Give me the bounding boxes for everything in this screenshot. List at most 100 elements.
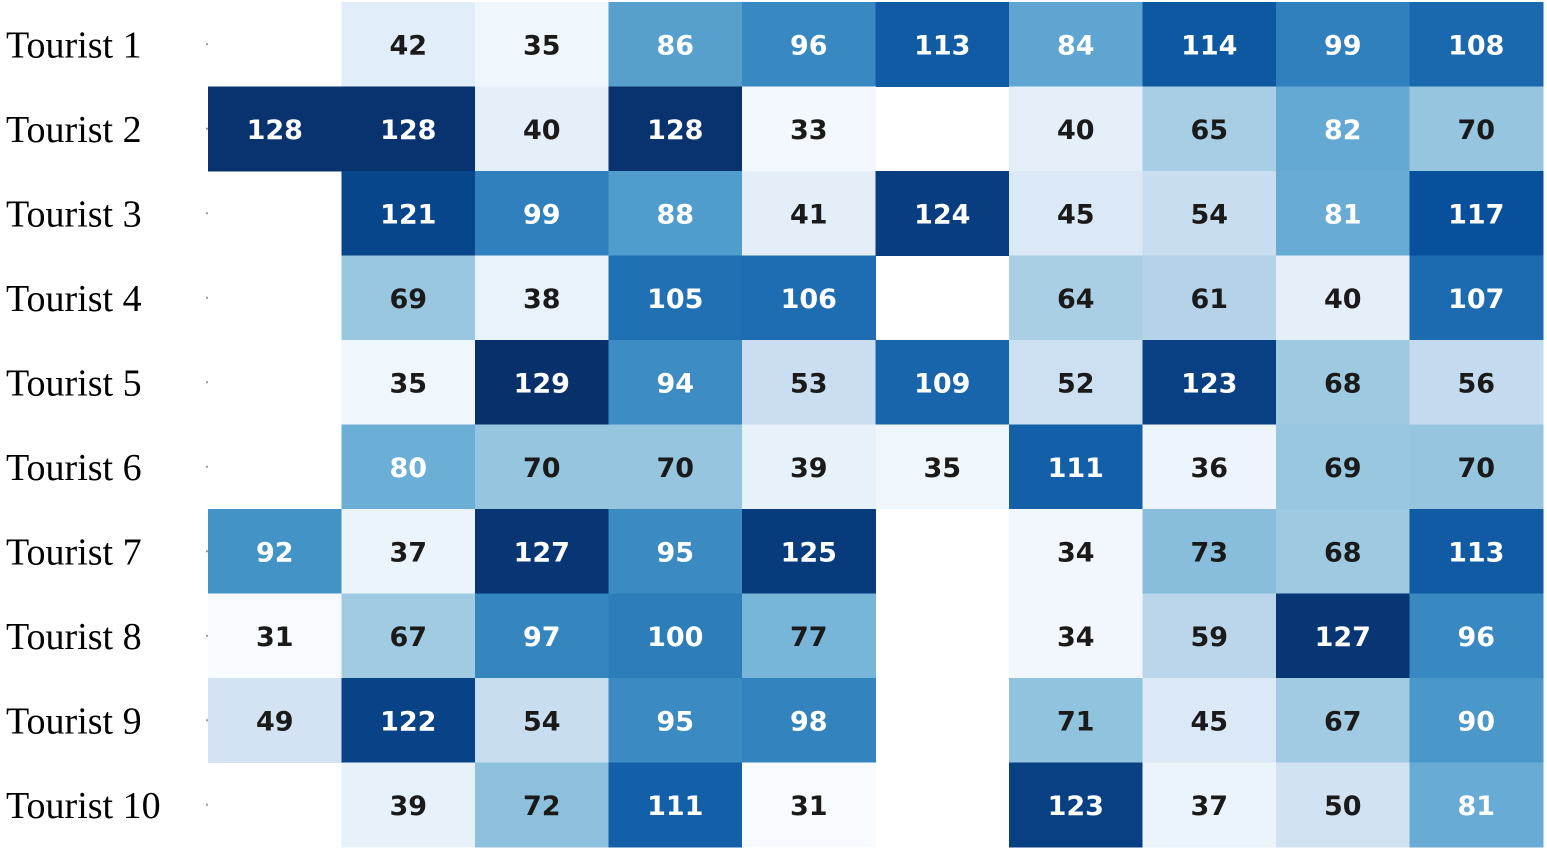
cell-value-label: 114 bbox=[1181, 30, 1237, 61]
heatmap-cells: 42 35 86 96 113 84 114 99 108 128 128 40 128 33 40 65 82… bbox=[208, 2, 1544, 848]
cell-value-label: 73 bbox=[1190, 537, 1228, 568]
heatmap-cell bbox=[875, 424, 1010, 510]
heatmap-cell bbox=[208, 678, 342, 763]
heatmap-cell bbox=[1009, 86, 1143, 172]
cell-value-label: 37 bbox=[389, 537, 427, 568]
heatmap-cell bbox=[742, 340, 876, 425]
y-tick-mark bbox=[206, 634, 208, 637]
heatmap-cell bbox=[341, 86, 476, 172]
cell-value-label: 65 bbox=[1190, 115, 1228, 146]
cell-value-label: 127 bbox=[1315, 622, 1371, 653]
y-tick-mark bbox=[206, 296, 208, 299]
cell-value-label: 113 bbox=[914, 30, 970, 61]
cell-value-label: 34 bbox=[1057, 537, 1095, 568]
heatmap-cell bbox=[1276, 424, 1410, 510]
heatmap-cell bbox=[1409, 509, 1544, 594]
cell-value-label: 70 bbox=[1457, 453, 1495, 484]
heatmap-cell bbox=[208, 593, 342, 679]
cell-value-label: 125 bbox=[781, 537, 837, 568]
row-label: Tourist 9 bbox=[6, 700, 142, 742]
heatmap-cell bbox=[1142, 2, 1277, 87]
cell-value-label: 35 bbox=[523, 30, 561, 61]
y-tick-mark bbox=[206, 803, 208, 806]
heatmap-cell bbox=[742, 678, 876, 763]
cell-value-label: 96 bbox=[790, 30, 828, 61]
cell-value-label: 38 bbox=[523, 284, 561, 315]
cell-value-label: 39 bbox=[790, 453, 828, 484]
cell-value-label: 69 bbox=[1324, 453, 1362, 484]
cell-value-label: 33 bbox=[790, 115, 828, 146]
cell-value-label: 61 bbox=[1190, 284, 1228, 315]
heatmap-cell bbox=[341, 678, 476, 763]
row-label: Tourist 6 bbox=[6, 447, 142, 489]
heatmap-cell bbox=[875, 340, 1010, 425]
cell-value-label: 105 bbox=[647, 284, 703, 315]
heatmap-cell bbox=[742, 255, 876, 341]
row-label: Tourist 8 bbox=[6, 616, 142, 658]
cell-value-label: 81 bbox=[1324, 199, 1362, 230]
cell-value-label: 70 bbox=[523, 453, 561, 484]
cell-value-label: 56 bbox=[1457, 368, 1495, 399]
heatmap-cell bbox=[1409, 340, 1544, 425]
cell-value-label: 40 bbox=[1324, 284, 1362, 315]
heatmap-cell bbox=[475, 678, 609, 763]
heatmap-cell bbox=[1009, 424, 1143, 510]
cell-value-label: 84 bbox=[1057, 30, 1095, 61]
cell-value-label: 113 bbox=[1448, 537, 1504, 568]
cell-value-label: 117 bbox=[1448, 199, 1504, 230]
heatmap-cell bbox=[475, 509, 609, 594]
cell-value-label: 107 bbox=[1448, 284, 1504, 315]
cell-value-label: 67 bbox=[389, 622, 427, 653]
cell-value-label: 111 bbox=[1048, 453, 1104, 484]
heatmap-cell bbox=[608, 340, 743, 425]
heatmap-cell bbox=[742, 762, 876, 848]
cell-value-label: 70 bbox=[1457, 115, 1495, 146]
y-tick-mark bbox=[206, 43, 208, 46]
cell-value-label: 108 bbox=[1448, 30, 1504, 61]
heatmap-cell bbox=[1409, 171, 1544, 256]
cell-value-label: 99 bbox=[1324, 30, 1362, 61]
heatmap-cell bbox=[341, 340, 476, 425]
heatmap-cell bbox=[341, 171, 476, 256]
row-label: Tourist 10 bbox=[6, 785, 161, 827]
cell-value-label: 35 bbox=[923, 453, 961, 484]
heatmap-cell bbox=[1142, 593, 1277, 679]
heatmap-cell bbox=[608, 86, 743, 172]
cell-value-label: 67 bbox=[1324, 706, 1362, 737]
row-label: Tourist 2 bbox=[6, 109, 142, 151]
cell-value-label: 45 bbox=[1057, 199, 1095, 230]
cell-value-label: 36 bbox=[1190, 453, 1228, 484]
cell-value-label: 49 bbox=[256, 706, 294, 737]
heatmap-cell bbox=[742, 593, 876, 679]
cell-value-label: 52 bbox=[1057, 368, 1095, 399]
cell-value-label: 99 bbox=[523, 199, 561, 230]
cell-value-label: 98 bbox=[790, 706, 828, 737]
heatmap-cell bbox=[742, 171, 876, 256]
cell-value-label: 40 bbox=[1057, 115, 1095, 146]
heatmap-cell bbox=[475, 86, 609, 172]
heatmap-cell bbox=[875, 171, 1010, 256]
cell-value-label: 37 bbox=[1190, 791, 1228, 822]
heatmap-cell bbox=[341, 509, 476, 594]
heatmap-cell bbox=[1276, 678, 1410, 763]
heatmap-cell bbox=[341, 255, 476, 341]
heatmap-cell bbox=[1276, 593, 1410, 679]
cell-value-label: 90 bbox=[1457, 706, 1495, 737]
heatmap-cell bbox=[475, 762, 609, 848]
cell-value-label: 95 bbox=[656, 706, 694, 737]
row-label: Tourist 1 bbox=[6, 24, 142, 66]
y-tick-mark bbox=[206, 719, 208, 722]
cell-value-label: 50 bbox=[1324, 791, 1362, 822]
heatmap-cell bbox=[1009, 593, 1143, 679]
cell-value-label: 111 bbox=[647, 791, 703, 822]
cell-value-label: 80 bbox=[389, 453, 427, 484]
heatmap-cell bbox=[475, 424, 609, 510]
cell-value-label: 97 bbox=[523, 622, 561, 653]
cell-value-label: 81 bbox=[1457, 791, 1495, 822]
cell-value-label: 71 bbox=[1057, 706, 1095, 737]
cell-value-label: 88 bbox=[656, 199, 694, 230]
cell-value-label: 96 bbox=[1457, 622, 1495, 653]
heatmap-cell bbox=[1142, 171, 1277, 256]
heatmap-cell bbox=[1409, 86, 1544, 172]
heatmap-cell bbox=[1009, 171, 1143, 256]
